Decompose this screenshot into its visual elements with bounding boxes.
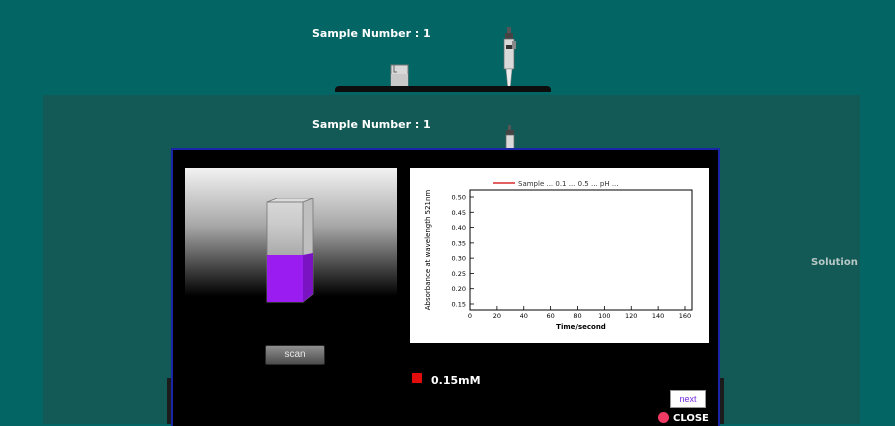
absorbance-graph: Sample ... 0.1 ... 0.5 ... pH ... Absorb… — [410, 168, 709, 343]
solution-label: Solution — [811, 257, 858, 268]
x-tick-label: 20 — [493, 312, 501, 320]
legend-text: Sample ... 0.1 ... 0.5 ... pH ... — [518, 180, 619, 188]
x-tick-label: 160 — [679, 312, 691, 320]
cuvette-icon — [266, 198, 314, 303]
x-tick-label: 100 — [598, 312, 610, 320]
concentration-swatch-icon — [412, 373, 422, 383]
y-tick-label: 0.50 — [452, 194, 466, 202]
x-tick-label: 60 — [546, 312, 554, 320]
background-sample-label: Sample Number : 1 — [312, 27, 431, 40]
dialog-shadow-left — [167, 378, 173, 424]
y-tick-label: 0.20 — [452, 285, 466, 293]
y-tick-label: 0.15 — [452, 301, 466, 309]
spectrophotometer-dialog: Sample ... 0.1 ... 0.5 ... pH ... Absorb… — [171, 148, 720, 426]
y-tick-label: 0.40 — [452, 224, 466, 232]
x-tick-label: 0 — [468, 312, 472, 320]
y-tick-label: 0.30 — [452, 255, 466, 263]
x-axis-label: Time/second — [556, 323, 606, 331]
y-tick-label: 0.35 — [452, 239, 466, 247]
x-tick-label: 40 — [520, 312, 528, 320]
y-ticks: 0.50 0.45 0.40 0.35 0.30 0.25 0.20 0.15 — [452, 194, 474, 309]
close-dot-icon[interactable] — [658, 412, 669, 423]
y-tick-label: 0.45 — [452, 209, 466, 217]
close-button[interactable]: CLOSE — [673, 413, 709, 424]
pipette-icon[interactable] — [500, 27, 518, 92]
dialog-shadow-right — [716, 378, 724, 424]
concentration-value: 0.15mM — [431, 374, 481, 387]
x-tick-label: 120 — [625, 312, 637, 320]
overlay-sample-label: Sample Number : 1 — [312, 118, 431, 131]
x-tick-label: 140 — [652, 312, 664, 320]
y-axis-label: Absorbance at wavelength 521nm — [424, 190, 432, 311]
pipette-icon — [505, 125, 515, 149]
bench-shelf — [335, 86, 551, 92]
scan-button[interactable]: scan — [265, 345, 325, 365]
cuvette-view — [185, 168, 397, 303]
next-button[interactable]: next — [670, 390, 706, 408]
x-tick-label: 80 — [573, 312, 581, 320]
x-ticks: 0 20 40 60 80 100 120 140 160 — [468, 306, 691, 320]
y-tick-label: 0.25 — [452, 270, 466, 278]
